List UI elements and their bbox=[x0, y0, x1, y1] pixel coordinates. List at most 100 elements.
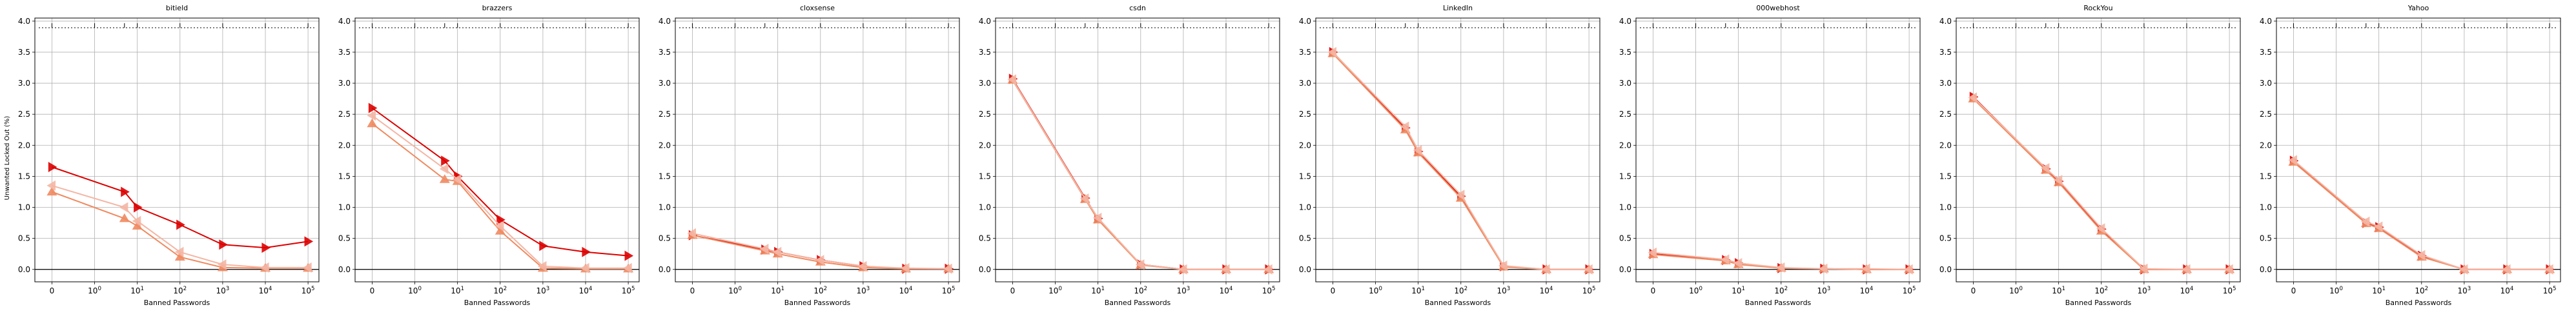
data-point-marker bbox=[368, 103, 378, 114]
x-tick-label: 102 bbox=[1134, 286, 1147, 295]
x-tick-label: 100 bbox=[1689, 286, 1702, 295]
y-tick-label: 1.5 bbox=[979, 172, 991, 181]
y-tick-label: 4.0 bbox=[338, 17, 351, 26]
data-point-marker bbox=[1818, 263, 1828, 274]
x-axis-label: Banned Passwords bbox=[1425, 299, 1491, 307]
data-point-marker bbox=[121, 186, 130, 197]
x-tick-label: 0 bbox=[1010, 286, 1016, 295]
x-tick-label: 100 bbox=[2009, 286, 2023, 295]
y-tick-label: 3.0 bbox=[338, 79, 351, 88]
data-point-marker bbox=[582, 246, 591, 257]
x-tick-label: 104 bbox=[2500, 286, 2514, 295]
x-tick-label: 101 bbox=[2052, 286, 2065, 295]
data-point-marker bbox=[1092, 212, 1102, 223]
data-point-marker bbox=[1178, 264, 1187, 275]
data-point-marker bbox=[1455, 190, 1465, 201]
y-tick-label: 3.5 bbox=[2260, 48, 2272, 57]
x-tick-label: 0 bbox=[50, 286, 55, 295]
data-point-marker bbox=[1327, 46, 1336, 57]
chart-title: LinkedIn bbox=[1443, 4, 1473, 12]
x-tick-label: 101 bbox=[1411, 286, 1425, 295]
data-point-marker bbox=[687, 228, 696, 239]
y-tick-label: 4.0 bbox=[1299, 17, 1311, 26]
plot-frame bbox=[1956, 17, 2241, 282]
y-tick-label: 1.5 bbox=[338, 172, 351, 181]
x-tick-label: 105 bbox=[2543, 286, 2557, 295]
y-tick-label: 4.0 bbox=[659, 17, 671, 26]
y-tick-label: 2.5 bbox=[979, 110, 991, 119]
y-tick-label: 2.5 bbox=[338, 110, 351, 119]
data-point-marker bbox=[2288, 155, 2297, 166]
data-point-marker bbox=[46, 186, 57, 196]
y-tick-label: 2.5 bbox=[2260, 110, 2272, 119]
x-tick-label: 103 bbox=[1497, 286, 1511, 295]
y-tick-label: 0.5 bbox=[979, 234, 991, 243]
chart-panel: 0.0 0.5 1.0 1.5 2.0 2.5 3.0 3.5 4.0 0 100 101 102 103… bbox=[1939, 4, 2241, 307]
figure-y-axis-label: Unwanted Locked Out (%) bbox=[4, 116, 11, 201]
x-tick-label: 104 bbox=[2180, 286, 2194, 295]
data-point-marker bbox=[132, 221, 143, 230]
data-point-marker bbox=[304, 236, 314, 247]
data-point-marker bbox=[219, 239, 228, 250]
data-point-marker bbox=[1904, 264, 1913, 275]
data-point-marker bbox=[772, 246, 782, 257]
x-axis-label: Banned Passwords bbox=[2386, 299, 2452, 307]
y-tick-label: 2.0 bbox=[1619, 141, 1631, 150]
y-tick-label: 2.5 bbox=[1299, 110, 1311, 119]
y-tick-label: 1.5 bbox=[1619, 172, 1631, 181]
y-tick-label: 4.0 bbox=[2260, 17, 2272, 26]
x-tick-label: 105 bbox=[302, 286, 315, 295]
y-tick-label: 3.0 bbox=[1939, 79, 1952, 88]
y-tick-label: 2.0 bbox=[2260, 141, 2272, 150]
data-point-marker bbox=[901, 262, 910, 273]
data-point-marker bbox=[1775, 262, 1785, 273]
chart-panel: 0.0 0.5 1.0 1.5 2.0 2.5 3.0 3.5 4.0 0 100 101 102 103… bbox=[659, 4, 960, 307]
x-tick-label: 100 bbox=[408, 286, 422, 295]
y-tick-label: 0.5 bbox=[338, 234, 351, 243]
x-tick-label: 105 bbox=[622, 286, 635, 295]
x-tick-label: 101 bbox=[130, 286, 144, 295]
x-axis-label: Banned Passwords bbox=[784, 299, 851, 307]
data-point-marker bbox=[1263, 264, 1273, 275]
y-tick-label: 0.5 bbox=[18, 234, 30, 243]
chart-title: 000webhost bbox=[1756, 4, 1800, 12]
y-tick-label: 3.0 bbox=[1299, 79, 1311, 88]
y-tick-label: 0.0 bbox=[1299, 265, 1311, 274]
x-tick-label: 104 bbox=[579, 286, 593, 295]
x-tick-label: 0 bbox=[1331, 286, 1336, 295]
chart-panel: 0.0 0.5 1.0 1.5 2.0 2.5 3.0 3.5 4.0 0 100 101 102 103… bbox=[979, 4, 1280, 307]
y-tick-label: 3.0 bbox=[979, 79, 991, 88]
plot-frame bbox=[995, 17, 1280, 282]
y-tick-label: 0.5 bbox=[659, 234, 671, 243]
data-point-marker bbox=[2360, 216, 2370, 227]
y-tick-label: 1.5 bbox=[1299, 172, 1311, 181]
y-tick-label: 3.5 bbox=[1619, 48, 1631, 57]
data-point-marker bbox=[217, 259, 227, 270]
x-tick-label: 102 bbox=[1774, 286, 1788, 295]
x-tick-label: 0 bbox=[370, 286, 375, 295]
data-point-marker bbox=[943, 263, 952, 274]
plot-frame bbox=[1315, 17, 1600, 282]
x-tick-label: 105 bbox=[1903, 286, 1916, 295]
x-tick-label: 101 bbox=[771, 286, 784, 295]
chart-title: bitield bbox=[166, 4, 188, 12]
y-tick-label: 3.5 bbox=[338, 48, 351, 57]
data-point-marker bbox=[134, 202, 143, 213]
data-point-marker bbox=[495, 221, 504, 232]
x-tick-label: 103 bbox=[1177, 286, 1191, 295]
x-tick-label: 105 bbox=[1262, 286, 1276, 295]
y-tick-label: 3.5 bbox=[1939, 48, 1952, 57]
y-tick-label: 2.5 bbox=[18, 110, 30, 119]
data-point-marker bbox=[1498, 261, 1508, 271]
chart-title: RockYou bbox=[2083, 4, 2112, 12]
data-point-marker bbox=[132, 215, 141, 226]
y-tick-label: 2.0 bbox=[1299, 141, 1311, 150]
data-point-marker bbox=[2053, 175, 2063, 186]
y-tick-label: 0.0 bbox=[338, 265, 351, 274]
plot-frame bbox=[34, 17, 320, 282]
y-tick-label: 4.0 bbox=[18, 17, 30, 26]
data-point-marker bbox=[1541, 264, 1550, 275]
x-tick-label: 100 bbox=[1369, 286, 1382, 295]
y-tick-label: 1.0 bbox=[1299, 203, 1311, 212]
data-point-marker bbox=[1861, 263, 1870, 274]
